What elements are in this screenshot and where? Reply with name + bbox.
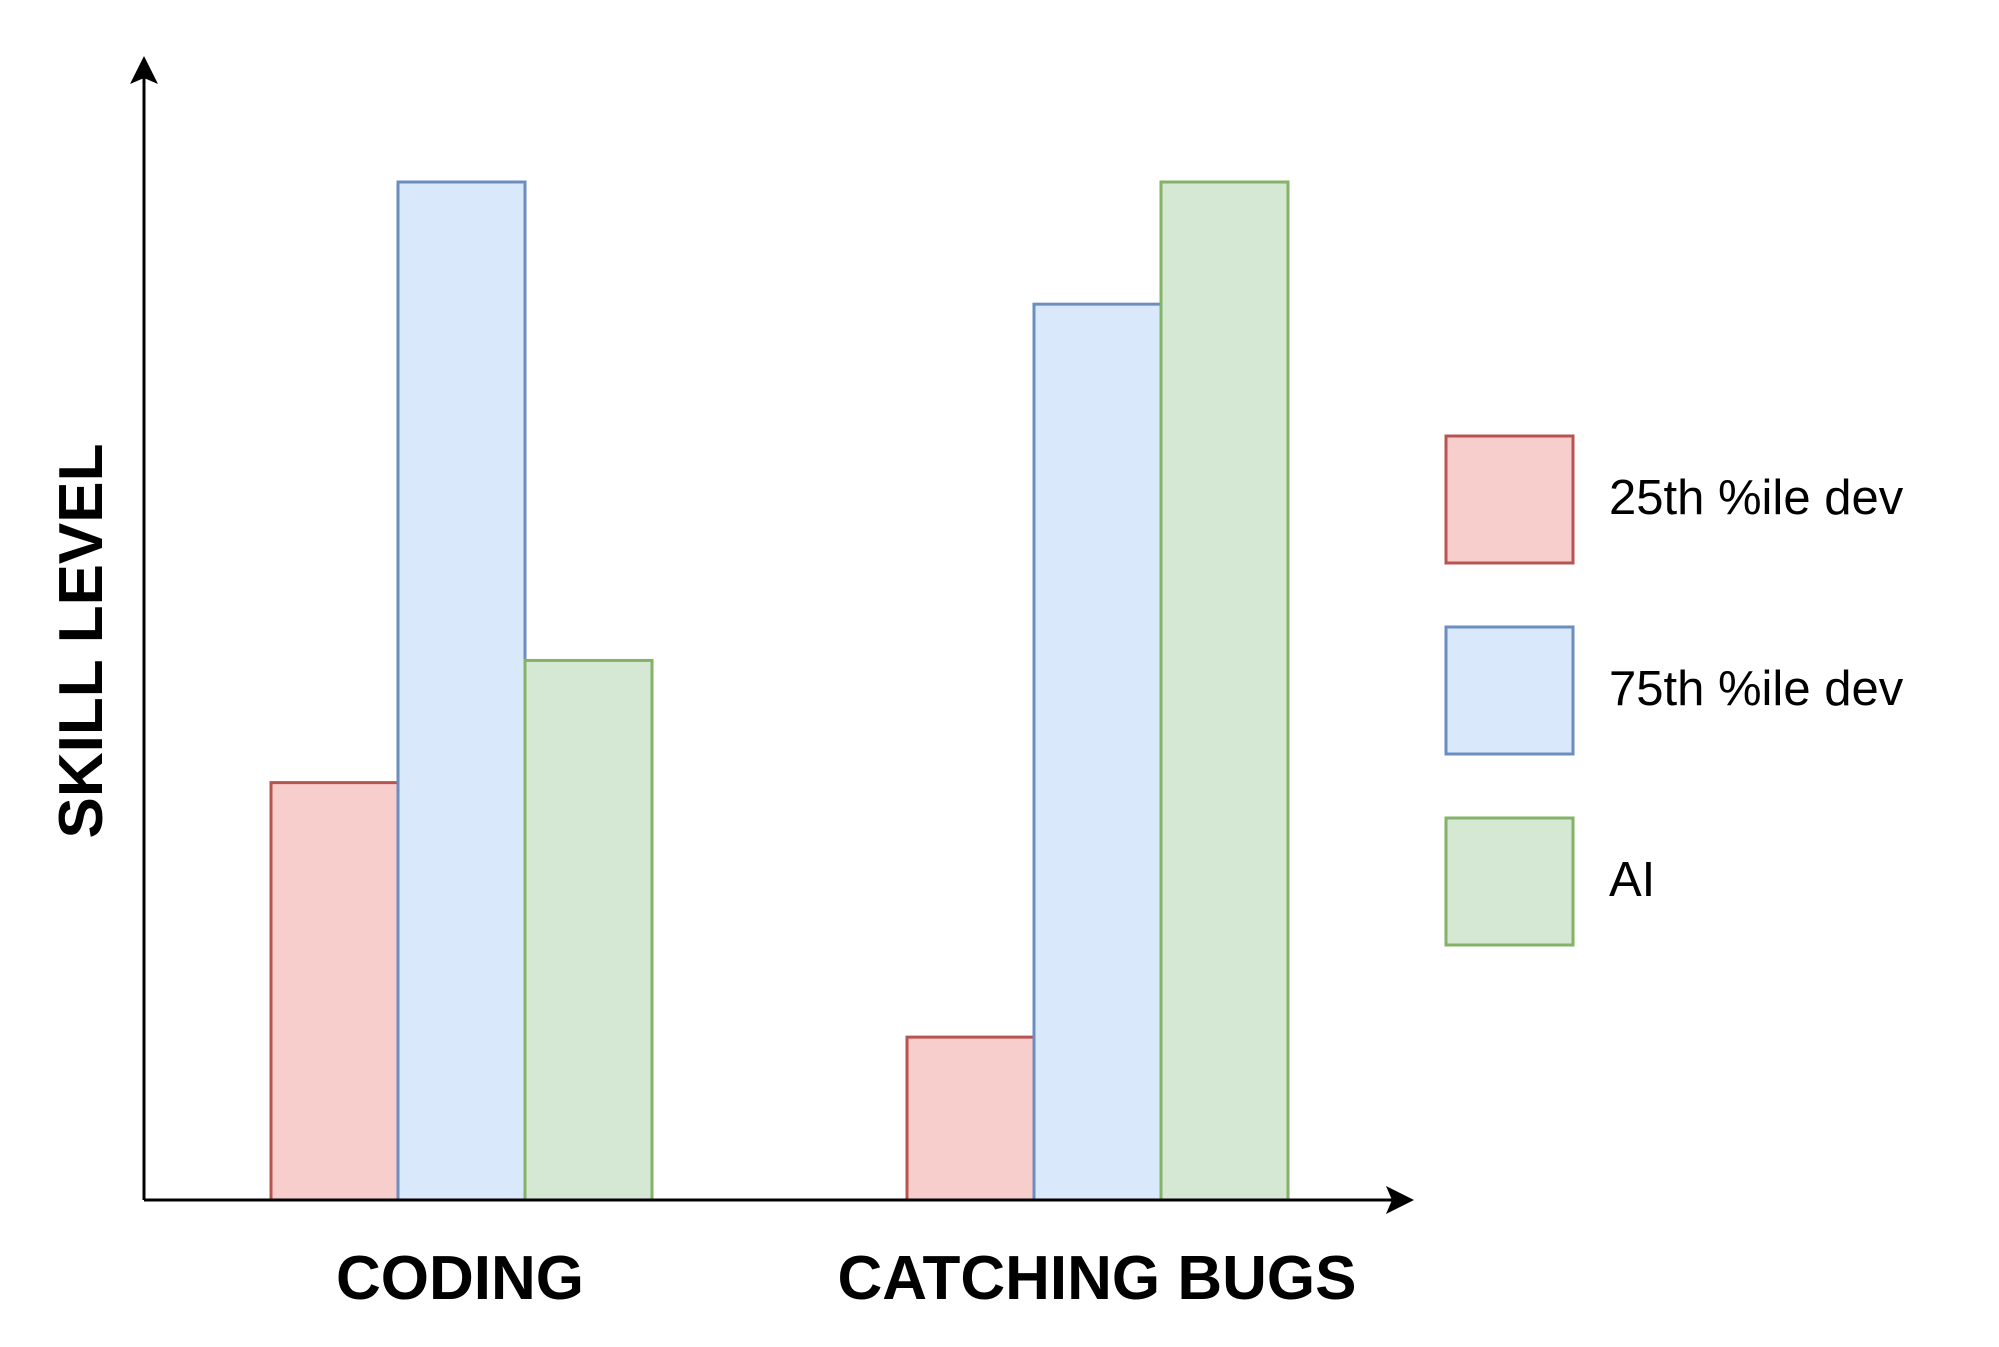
legend-label-ai: AI bbox=[1609, 853, 1655, 907]
bar-coding-ai bbox=[523, 658, 654, 1202]
y-axis-label: SKILL LEVEL bbox=[47, 443, 116, 838]
bar-coding-25th-ile-dev bbox=[269, 781, 400, 1202]
bar-catching-bugs-ai bbox=[1159, 180, 1290, 1202]
legend-swatch-75th-percentile bbox=[1444, 625, 1575, 756]
bars-group bbox=[269, 180, 1290, 1202]
legend-label-25th-percentile: 25th %ile dev bbox=[1609, 471, 1904, 525]
bar-catching-bugs-75th-ile-dev bbox=[1032, 302, 1163, 1202]
y-axis-arrowhead bbox=[130, 56, 158, 84]
legend-swatch-ai bbox=[1444, 816, 1575, 947]
category-label-catching-bugs: CATCHING BUGS bbox=[838, 1244, 1357, 1313]
x-axis-arrowhead bbox=[1386, 1186, 1414, 1214]
legend: 25th %ile dev 75th %ile dev AI bbox=[1444, 434, 1904, 947]
category-label-coding: CODING bbox=[336, 1244, 584, 1313]
legend-swatch-25th-percentile bbox=[1444, 434, 1575, 565]
bar-catching-bugs-25th-ile-dev bbox=[905, 1035, 1036, 1202]
legend-label-75th-percentile: 75th %ile dev bbox=[1609, 662, 1904, 716]
bar-coding-75th-ile-dev bbox=[396, 180, 527, 1202]
